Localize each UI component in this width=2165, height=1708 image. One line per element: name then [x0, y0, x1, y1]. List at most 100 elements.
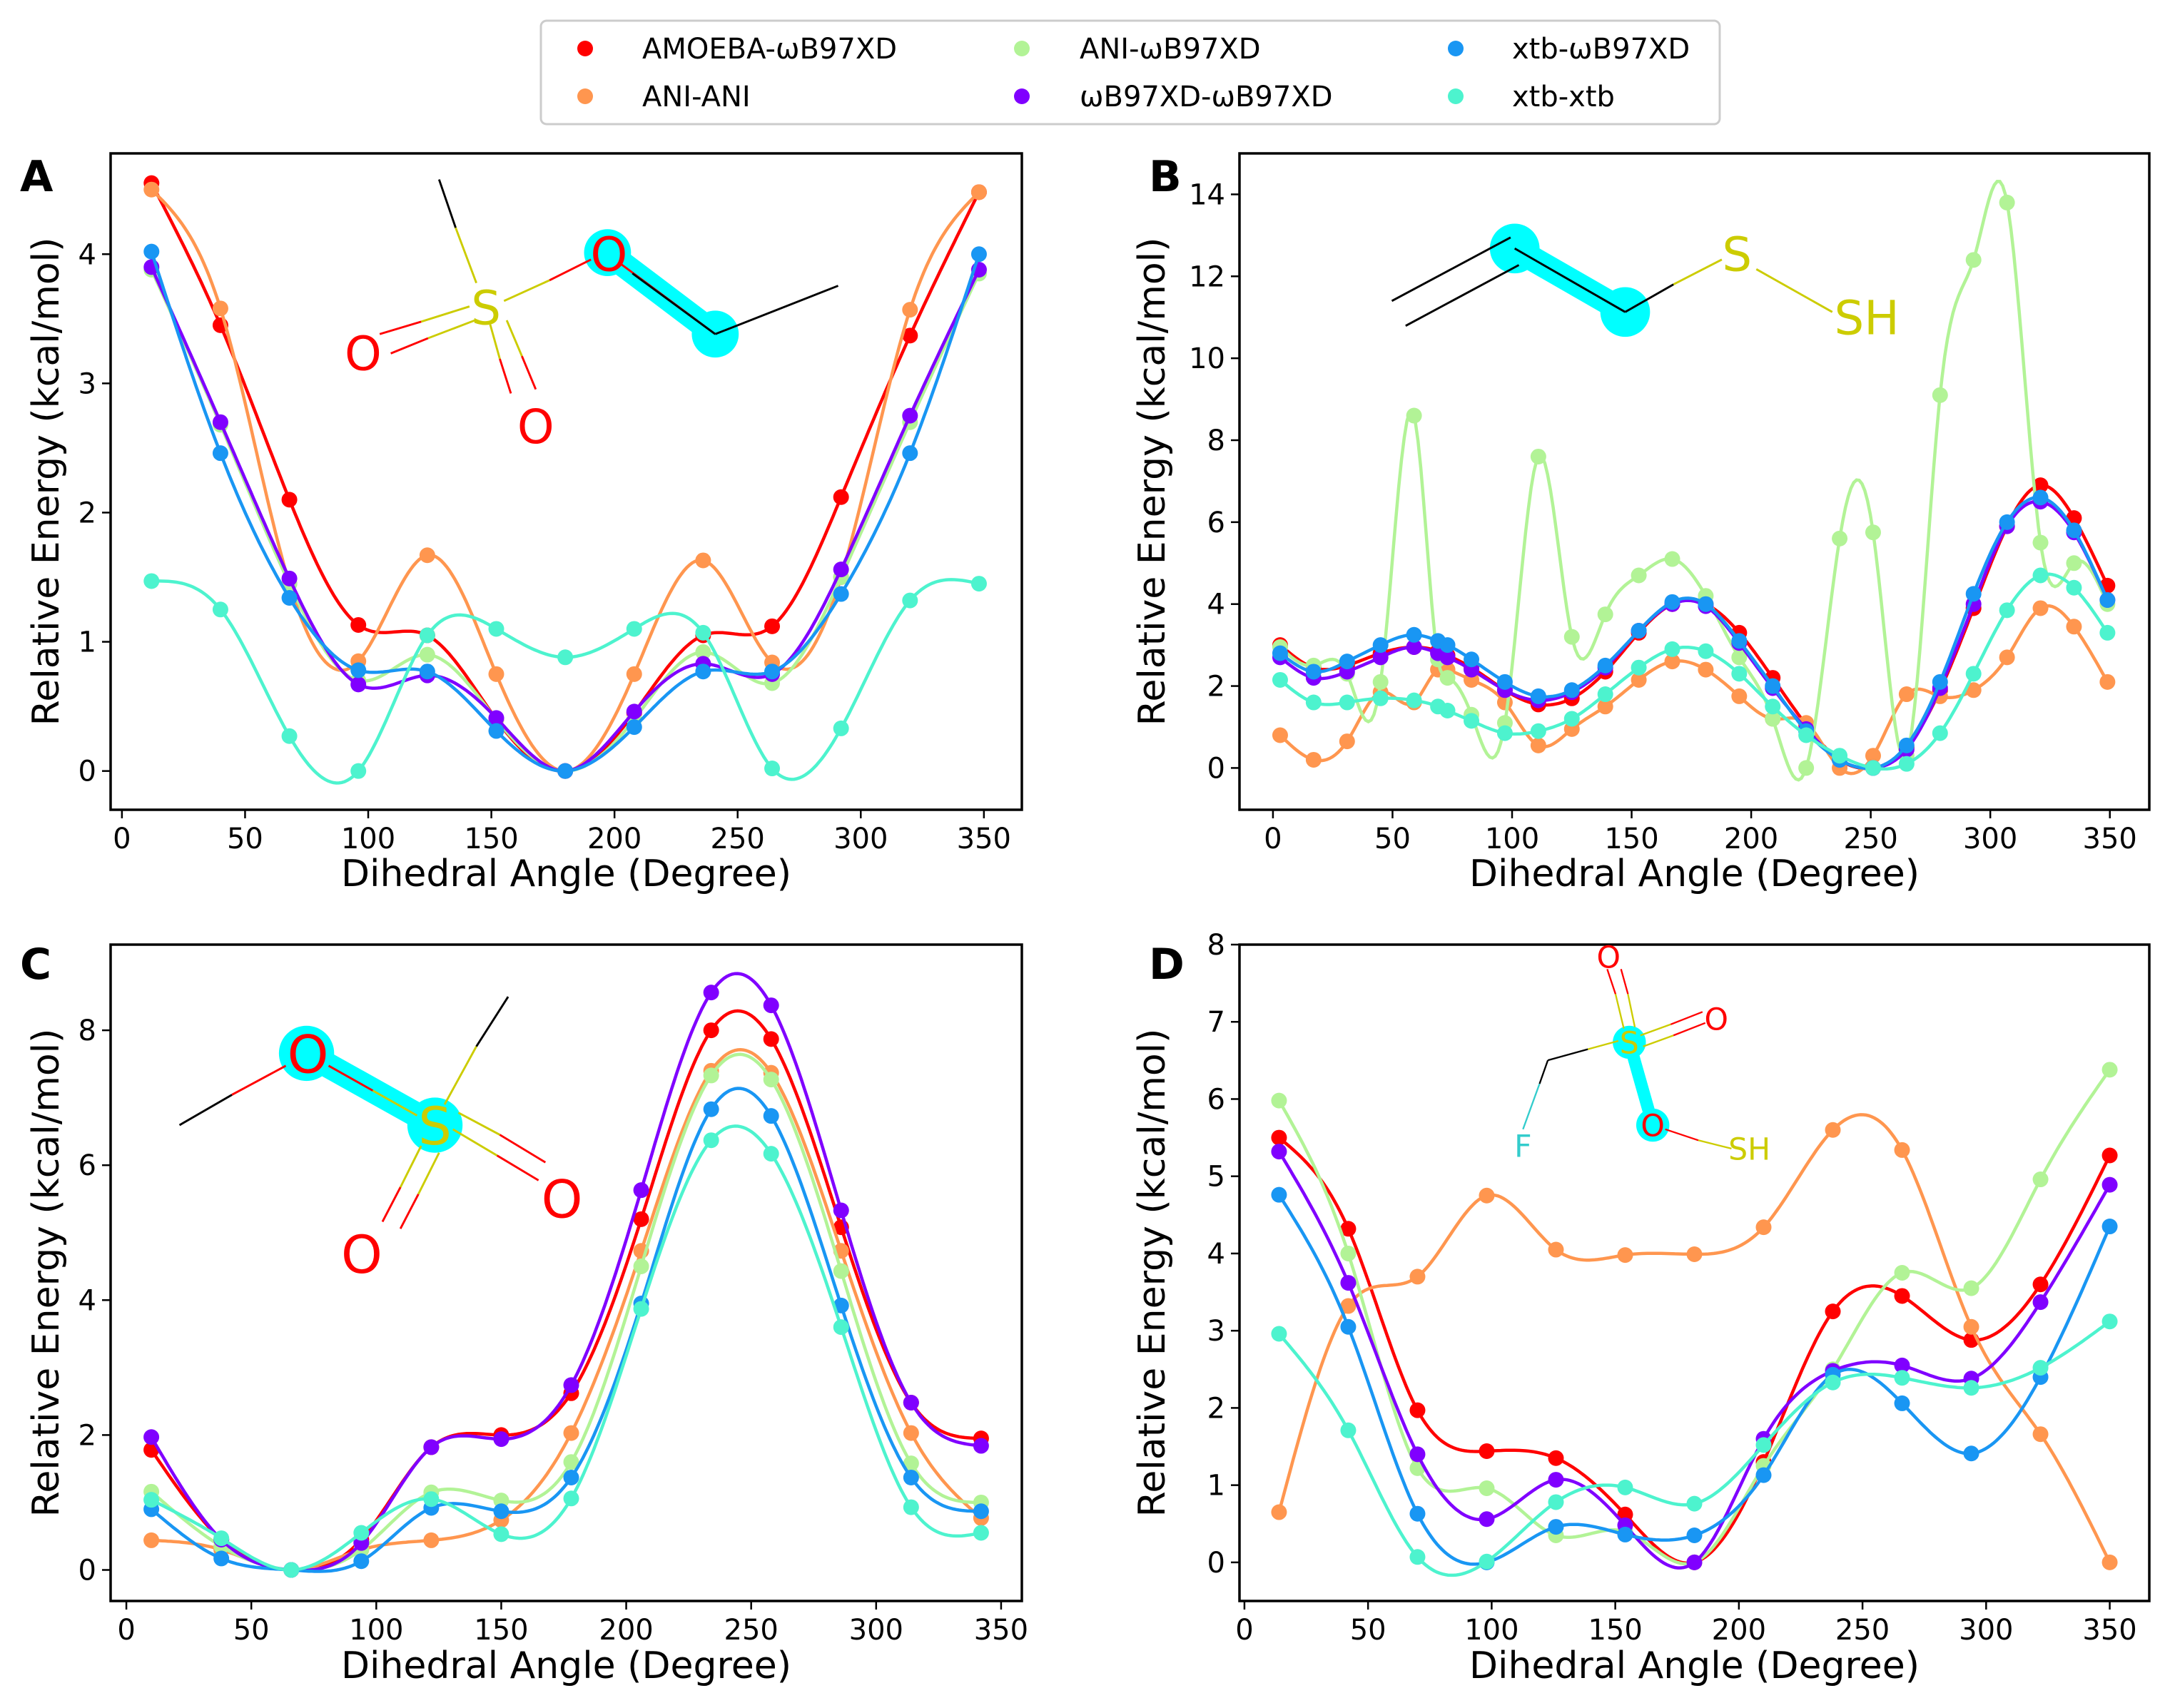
x-tick-label: 0 [1235, 1614, 1253, 1647]
data-point [2101, 1176, 2118, 1193]
atom-label: S [1620, 1025, 1639, 1061]
series-line [1277, 1069, 2111, 1566]
data-point [903, 1455, 919, 1472]
x-tick-label: 250 [1835, 1614, 1890, 1647]
data-point [350, 676, 367, 693]
data-point [350, 763, 367, 779]
x-tick-label: 100 [349, 1614, 403, 1647]
data-point [1617, 1479, 1633, 1495]
data-point [1479, 1553, 1495, 1570]
data-point [1271, 1504, 1287, 1520]
molecule-a: S O O O [345, 179, 839, 454]
x-tick-label: 250 [1843, 823, 1897, 855]
data-point [633, 1182, 649, 1199]
data-point [973, 1438, 989, 1454]
data-point [1999, 602, 2015, 619]
data-point [1339, 654, 1355, 670]
x-tick-label: 200 [599, 1614, 653, 1647]
data-point [1755, 1467, 1772, 1483]
y-tick-label: 2 [1207, 671, 1225, 703]
legend-marker [1014, 88, 1030, 104]
x-tick-label: 50 [227, 823, 263, 855]
data-point [1409, 1269, 1426, 1285]
atom-label: O [1704, 1002, 1728, 1038]
legend-marker [1448, 88, 1464, 104]
legend: AMOEBA-ωB97XD ANI-ANI ANI-ωB97XD ωB97XD-… [539, 19, 1721, 126]
data-point [902, 592, 918, 609]
data-point [695, 644, 711, 661]
data-point [903, 1425, 919, 1441]
data-point [1798, 727, 1815, 743]
data-point [1731, 666, 1748, 682]
data-point [2066, 522, 2082, 539]
data-point [903, 1469, 919, 1485]
data-point [419, 646, 435, 663]
data-point [1755, 1437, 1772, 1453]
data-point [970, 576, 987, 592]
data-point [1479, 1511, 1495, 1527]
data-point [703, 1022, 719, 1039]
data-point [1479, 1480, 1495, 1496]
atom-label: O [1641, 1109, 1665, 1144]
data-point [1339, 733, 1355, 750]
series-line [1279, 180, 2109, 782]
y-tick-label: 3 [1207, 1315, 1225, 1348]
axes-frame [109, 943, 1023, 1602]
data-point [1372, 637, 1389, 654]
data-point [1464, 651, 1480, 668]
atom-label: O [288, 1025, 329, 1085]
data-point [1825, 1303, 1841, 1320]
data-point [1439, 637, 1456, 654]
atom-label: S [471, 281, 501, 336]
data-point [1617, 1247, 1633, 1264]
axes-frame [1238, 943, 2151, 1602]
data-point [1530, 737, 1546, 753]
y-tick-label: 14 [1189, 178, 1225, 211]
atom-label: O [590, 227, 627, 282]
x-tick-label: 100 [1464, 1614, 1518, 1647]
data-point [1963, 1380, 1979, 1396]
data-point [764, 664, 781, 680]
data-point [563, 1377, 579, 1393]
x-tick-label: 300 [849, 1614, 903, 1647]
data-point [557, 649, 574, 666]
data-point [1664, 654, 1680, 670]
data-point [1464, 713, 1480, 729]
y-tick-label: 8 [78, 1015, 96, 1047]
data-point [973, 1503, 989, 1520]
data-point [1439, 670, 1456, 686]
x-tick-label: 0 [113, 823, 131, 855]
data-point [2101, 1219, 2118, 1235]
data-point [419, 627, 435, 644]
data-point [626, 621, 642, 637]
x-tick-label: 250 [724, 1614, 779, 1647]
data-point [1563, 682, 1580, 698]
data-point [1372, 649, 1389, 666]
y-tick-label: 6 [1207, 1083, 1225, 1116]
data-point [1798, 760, 1815, 776]
data-point [1406, 639, 1422, 656]
data-point [1963, 1280, 1979, 1296]
data-point [1548, 1519, 1564, 1535]
data-point [353, 1553, 370, 1570]
data-point [763, 1031, 779, 1047]
data-point [833, 561, 849, 578]
data-point [488, 723, 505, 739]
data-point [488, 710, 505, 726]
data-point [695, 664, 711, 680]
x-axis-label: Dihedral Angle (Degree) [341, 1645, 791, 1687]
x-axis-label: Dihedral Angle (Degree) [1469, 1645, 1920, 1687]
data-point [563, 1469, 579, 1485]
data-point [488, 621, 505, 637]
y-axis-label: Relative Energy (kcal/mol) [25, 1029, 68, 1518]
plot-area [143, 972, 989, 1578]
data-point [633, 1259, 649, 1275]
data-point [1894, 1357, 1910, 1373]
data-point [703, 1067, 719, 1084]
data-point [1340, 1318, 1357, 1335]
y-tick-label: 1 [1207, 1470, 1225, 1503]
panel-letter: B [1149, 152, 1182, 202]
data-point [353, 1525, 370, 1541]
data-point [1765, 678, 1781, 694]
y-tick-label: 6 [78, 1149, 96, 1182]
